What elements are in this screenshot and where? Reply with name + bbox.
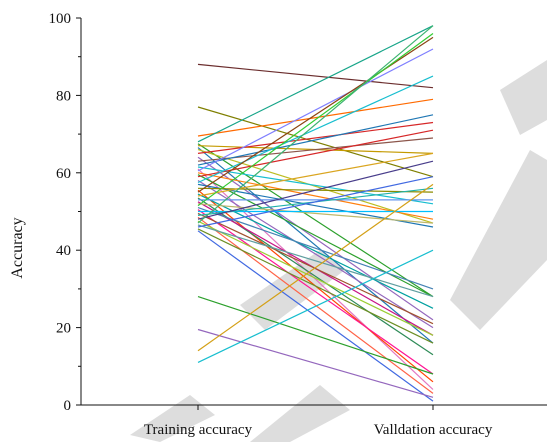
watermark-shape — [250, 385, 350, 442]
series-line-38 — [197, 160, 434, 220]
series-line-39 — [197, 220, 434, 336]
y-axis-title: Accuracy — [9, 217, 26, 278]
series-line-48 — [197, 249, 434, 363]
watermark-shape — [130, 395, 215, 442]
series-line-42 — [197, 176, 434, 228]
series-line-1 — [197, 63, 434, 89]
y-tick-label: 20 — [56, 321, 71, 337]
series-line-17 — [197, 174, 434, 298]
y-tick-label: 80 — [56, 88, 71, 104]
series-line-37 — [197, 216, 434, 394]
series-line-45 — [197, 296, 434, 375]
x-tick-label: Valldation accuracy — [374, 422, 493, 438]
series-line-13 — [197, 166, 434, 205]
x-axis-ticks: Training accuracy Valldation accuracy — [144, 405, 493, 438]
series-line-7 — [197, 147, 434, 344]
series-line-11 — [197, 137, 434, 162]
series-line-26 — [197, 152, 434, 197]
series-line-9 — [197, 121, 434, 154]
series-line-41 — [197, 224, 434, 298]
watermark-shape — [450, 150, 547, 330]
series-line-40 — [197, 25, 434, 224]
series-line-4 — [197, 25, 434, 143]
series-line-43 — [197, 228, 434, 344]
series-line-10 — [197, 156, 434, 321]
series-line-47 — [197, 183, 434, 352]
watermark-shape — [500, 60, 547, 135]
series-line-18 — [197, 129, 434, 178]
series-lines — [197, 25, 434, 402]
series-line-25 — [197, 193, 434, 309]
y-tick-label: 60 — [56, 166, 71, 182]
x-tick-label: Training accuracy — [144, 422, 253, 438]
series-line-8 — [197, 149, 434, 224]
series-line-12 — [197, 114, 434, 166]
watermark — [130, 60, 547, 442]
series-line-24 — [197, 36, 434, 193]
series-line-46 — [197, 328, 434, 398]
series-line-2 — [197, 106, 434, 178]
axes: 0 20 40 60 80 100 Training accuracy Valldation… — [49, 11, 547, 438]
y-axis-ticks: 0 20 40 60 80 100 — [49, 11, 81, 414]
series-line-19 — [197, 179, 434, 329]
y-tick-label: 0 — [64, 398, 72, 414]
series-line-44 — [197, 230, 434, 402]
series-line-31 — [197, 33, 434, 207]
series-line-15 — [197, 48, 434, 172]
series-line-35 — [197, 212, 434, 325]
y-tick-label: 40 — [56, 243, 71, 259]
series-line-3 — [197, 98, 434, 137]
series-line-30 — [197, 203, 434, 224]
series-line-20 — [197, 75, 434, 184]
series-line-32 — [197, 207, 434, 290]
y-tick-label: 100 — [49, 11, 72, 27]
